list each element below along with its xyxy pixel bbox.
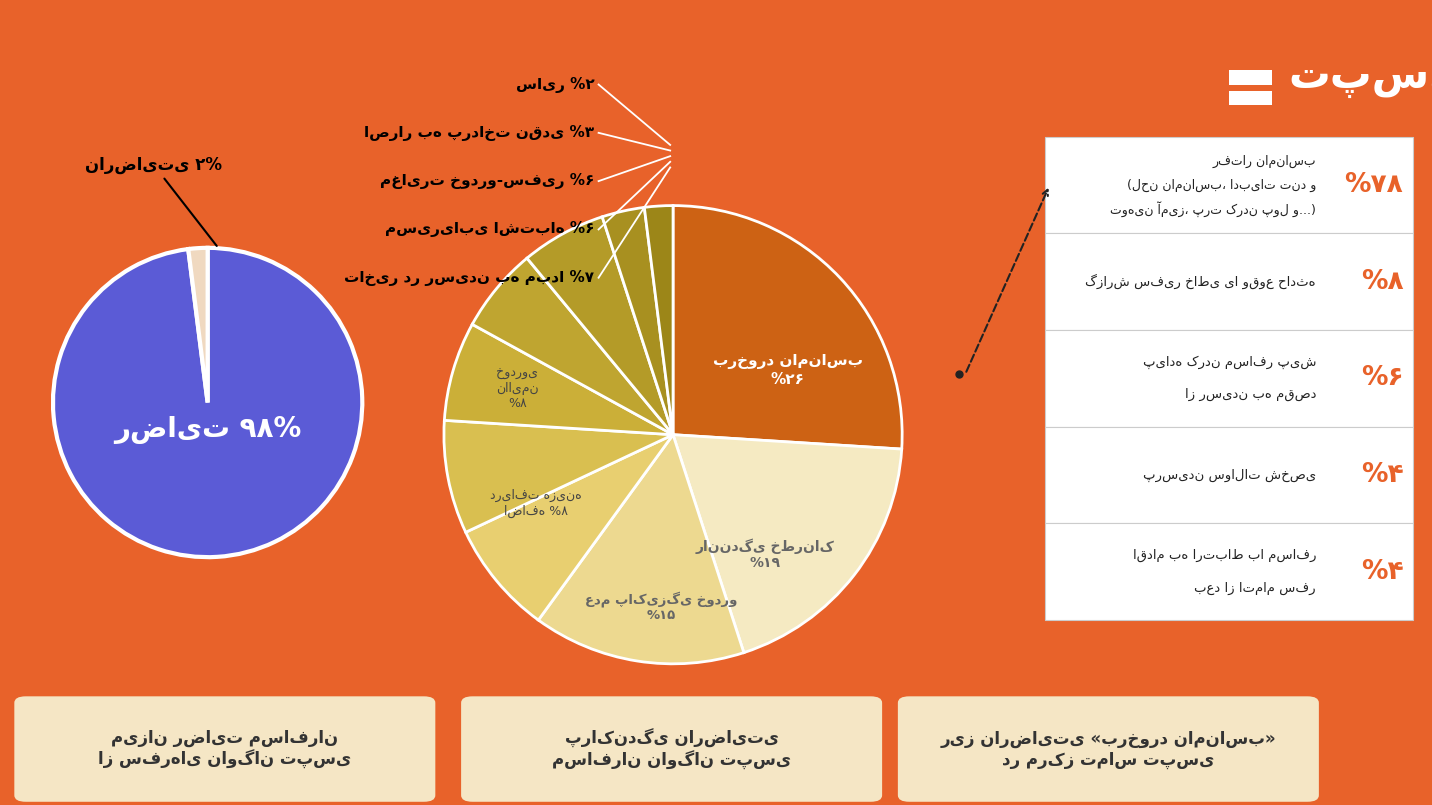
Text: از رسیدن به مقصد: از رسیدن به مقصد bbox=[1184, 388, 1316, 402]
Wedge shape bbox=[444, 324, 673, 435]
Text: پرسیدن سوالات شخصی: پرسیدن سوالات شخصی bbox=[1143, 469, 1316, 481]
Text: اقدام به ارتباط با مسافر: اقدام به ارتباط با مسافر bbox=[1133, 548, 1316, 562]
Text: رضایت ۹۸%: رضایت ۹۸% bbox=[115, 416, 301, 444]
Text: عدم پاکیزگی خودرو
%۱۵: عدم پاکیزگی خودرو %۱۵ bbox=[586, 591, 737, 622]
Wedge shape bbox=[644, 205, 673, 435]
Wedge shape bbox=[444, 420, 673, 532]
Wedge shape bbox=[465, 435, 673, 620]
Text: رانندگی خطرناک
%۱۹: رانندگی خطرناک %۱۹ bbox=[696, 538, 833, 570]
Text: پیاده کردن مسافر پیش: پیاده کردن مسافر پیش bbox=[1143, 355, 1316, 369]
Text: برخورد نامناسب
%۲۶: برخورد نامناسب %۲۶ bbox=[713, 354, 862, 386]
Wedge shape bbox=[603, 208, 673, 435]
Text: %۶: %۶ bbox=[1360, 365, 1403, 391]
Text: مغایرت خودرو-سفیر %۶: مغایرت خودرو-سفیر %۶ bbox=[379, 173, 594, 189]
Text: دریافت هزینه
اضافه %۸: دریافت هزینه اضافه %۸ bbox=[490, 489, 581, 518]
Text: نارضایتی ۲%: نارضایتی ۲% bbox=[84, 155, 222, 246]
Wedge shape bbox=[673, 205, 902, 449]
Wedge shape bbox=[188, 248, 208, 402]
Text: میزان رضایت مسافران
از سفرهای ناوگان تپسی: میزان رضایت مسافران از سفرهای ناوگان تپس… bbox=[99, 729, 351, 769]
Text: %۴: %۴ bbox=[1360, 462, 1403, 488]
Wedge shape bbox=[673, 435, 902, 653]
Wedge shape bbox=[473, 258, 673, 435]
Text: رفتار نامناسب: رفتار نامناسب bbox=[1213, 155, 1316, 167]
Text: %۸: %۸ bbox=[1360, 269, 1403, 295]
Text: اصرار به پرداخت نقدی %۳: اصرار به پرداخت نقدی %۳ bbox=[364, 125, 594, 141]
Wedge shape bbox=[53, 248, 362, 557]
Text: %۷۸: %۷۸ bbox=[1345, 172, 1403, 198]
Text: تاخیر در رسیدن به مبدا %۷: تاخیر در رسیدن به مبدا %۷ bbox=[344, 270, 594, 286]
Wedge shape bbox=[538, 435, 743, 664]
Text: سایر %۲: سایر %۲ bbox=[516, 76, 594, 93]
Text: توهین آمیز، پرت کردن پول و...): توهین آمیز، پرت کردن پول و...) bbox=[1110, 201, 1316, 217]
Text: خودروی
ناایمن
%۸: خودروی ناایمن %۸ bbox=[495, 367, 538, 411]
Text: تپسی: تپسی bbox=[1289, 56, 1432, 98]
Text: پراکندگی نارضایتی
مسافران ناوگان تپسی: پراکندگی نارضایتی مسافران ناوگان تپسی bbox=[553, 729, 790, 770]
Wedge shape bbox=[527, 217, 673, 435]
Text: بعد از اتمام سفر: بعد از اتمام سفر bbox=[1194, 581, 1316, 595]
Text: ریز نارضایتی «برخورد نامناسب»
در مرکز تماس تپسی: ریز نارضایتی «برخورد نامناسب» در مرکز تم… bbox=[941, 729, 1276, 769]
Text: (لحن نامناسب، ادبیات تند و: (لحن نامناسب، ادبیات تند و bbox=[1127, 179, 1316, 192]
Text: %۴: %۴ bbox=[1360, 559, 1403, 584]
Text: مسیریابی اشتباه %۶: مسیریابی اشتباه %۶ bbox=[385, 221, 594, 237]
Text: گزارش سفیر خاطی یا وقوع حادثه: گزارش سفیر خاطی یا وقوع حادثه bbox=[1085, 275, 1316, 289]
